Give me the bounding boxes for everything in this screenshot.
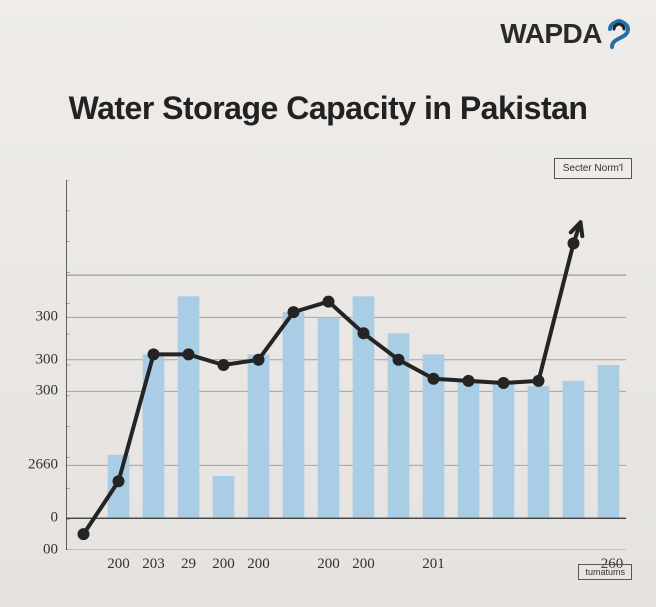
logo-text: WAPDA: [500, 18, 602, 50]
chart-title: Water Storage Capacity in Pakistan: [0, 90, 656, 127]
y-tick-label: 0: [51, 510, 59, 527]
y-tick-label: 00: [43, 542, 58, 559]
x-tick-label: 29: [181, 556, 196, 573]
wapda-logo-icon: [606, 19, 632, 49]
x-tick-label: 203: [142, 556, 165, 573]
legend-top: Secter Norm'l: [554, 158, 632, 179]
y-tick-label: 300: [36, 383, 59, 400]
storage-chart: 0002660300300300200203292002002002002012…: [66, 180, 626, 550]
x-tick-label: 200: [352, 556, 375, 573]
y-tick-label: 300: [36, 351, 59, 368]
x-tick-label: 201: [422, 556, 445, 573]
y-tick-label: 300: [36, 309, 59, 326]
legend-bottom: tumatums: [578, 564, 632, 580]
wapda-logo: WAPDA: [500, 18, 632, 50]
x-tick-label: 200: [212, 556, 235, 573]
x-tick-label: 200: [247, 556, 270, 573]
y-tick-label: 2660: [28, 457, 58, 474]
x-tick-label: 200: [107, 556, 130, 573]
x-tick-label: 200: [317, 556, 340, 573]
